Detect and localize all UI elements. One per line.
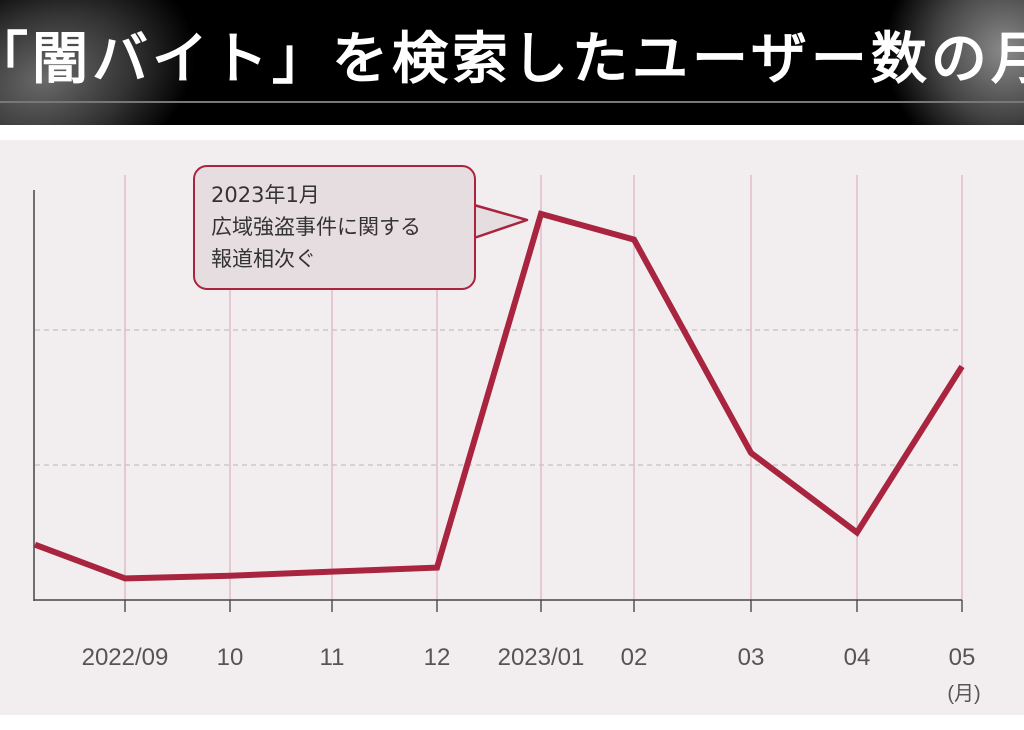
header-divider [0,101,1024,103]
annotation-line: 報道相次ぐ [211,247,316,271]
chart-header: 「闇バイト」を検索したユーザー数の月次推移 [0,0,1024,125]
chart-area [0,140,1024,715]
data-line [33,210,965,582]
callout-pointer [472,203,529,240]
annotation-line: 2023年1月 [211,183,320,207]
annotation-callout: 2023年1月 広域強盗事件に関する 報道相次ぐ [193,165,476,290]
chart-title: 「闇バイト」を検索したユーザー数の月次推移 [0,27,1024,92]
annotation-line: 広域強盗事件に関する [211,215,421,239]
x-tick-label: 12 [424,644,451,671]
x-tick-label: 04 [844,644,871,671]
smoke-decoration [884,0,1024,125]
x-tick-label: 03 [738,644,765,671]
x-unit-label: (月) [947,683,980,705]
x-tick-label: 11 [320,644,345,671]
x-tick-label: 05 [949,644,976,671]
x-tick-label: 2022/09 [82,644,169,671]
x-tick-label: 10 [217,644,244,671]
x-tick-label: 02 [621,644,648,671]
x-tick-label: 2023/01 [498,644,585,671]
